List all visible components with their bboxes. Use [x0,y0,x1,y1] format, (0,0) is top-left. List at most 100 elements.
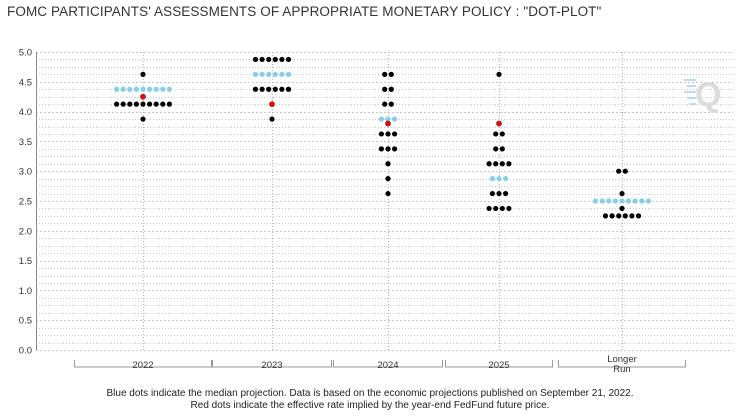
median-dot [626,198,632,204]
participant-dot [619,190,625,197]
participant-dot [160,101,166,107]
participant-dot [114,101,120,107]
participant-dot [619,205,625,212]
median-dot [114,86,120,92]
y-tick-label: 1.5 [19,256,32,267]
footnote-line-2: Red dots indicate the effective rate imp… [190,400,550,411]
participant-dot [272,56,278,63]
participant-dot [388,86,394,92]
y-tick-label: 2.0 [19,226,32,237]
participant-dot [378,131,384,137]
y-tick-label: 0.5 [19,316,32,327]
participant-dot [499,205,505,212]
participant-dot [493,161,499,167]
median-dot [489,176,495,182]
category-bracket [74,360,212,368]
participant-dot [120,101,126,107]
participant-dot [499,146,505,152]
median-dot [385,116,391,122]
median-dot [632,198,638,204]
participant-dot [392,131,398,137]
participant-dot [388,71,394,77]
x-tick-label: Run [613,364,630,375]
participant-dot [622,213,628,219]
median-dot [133,86,139,92]
median-dot [166,86,172,92]
median-dot [378,116,384,122]
participant-dot [392,146,398,152]
median-dot [153,86,159,92]
participant-dot [493,146,499,152]
participant-dot [285,56,292,63]
median-dot [503,176,509,182]
participant-dot [153,101,159,107]
participant-dot [266,86,272,92]
category-bracket [333,360,443,368]
futures-dot [385,120,391,127]
participant-dot [622,168,628,174]
median-dot [252,71,259,77]
y-tick-label: 4.5 [19,77,32,88]
footnote-line-1: Blue dots indicate the median projection… [106,388,634,399]
participant-dot [272,86,278,92]
y-tick-label: 2.5 [19,197,32,208]
category-bracket [212,360,332,368]
participant-dot [629,213,635,219]
median-dot [147,86,153,92]
x-tick-label: 2025 [488,360,509,371]
median-dot [599,198,605,204]
x-tick-label: 2022 [132,360,153,371]
logo-q-icon: Q [684,66,724,125]
median-dot [127,86,133,92]
participant-dot [602,213,609,219]
median-dot [645,198,652,204]
participant-dot [279,86,285,92]
participant-dot [499,131,505,137]
median-dot [279,71,285,77]
chart-title: FOMC PARTICIPANTS' ASSESSMENTS OF APPROP… [7,4,602,19]
participant-dot [140,71,146,77]
participant-dot [133,101,139,107]
median-dot [266,71,272,77]
participant-dot [140,116,146,122]
y-tick-label: 1.0 [19,286,32,297]
participant-dot [382,101,388,107]
median-dot [140,86,146,92]
participant-dot [285,86,292,92]
participant-dot [493,131,499,137]
participant-dot [496,190,502,197]
y-tick-label: 3.0 [19,167,32,178]
participant-dot [635,213,642,219]
participant-dot [385,190,391,197]
participant-dot [279,56,285,63]
participant-dot [269,116,275,122]
participant-dot [616,168,622,174]
participant-dot [252,56,259,63]
category-bracket [445,360,553,368]
participant-dot [385,176,391,182]
participant-dot [489,190,495,197]
median-dot [639,198,645,204]
futures-dot [496,120,502,127]
y-tick-label: 0.0 [19,346,32,357]
participant-dot [385,146,391,152]
y-tick-label: 5.0 [19,48,32,59]
participant-dot [266,56,272,63]
participant-dot [486,205,492,212]
median-dot [285,71,292,77]
participant-dot [385,161,391,167]
participant-dot [252,86,259,92]
median-dot [593,198,599,204]
futures-dot [269,101,275,108]
participant-dot [382,71,388,77]
participant-dot [503,190,509,197]
participant-dot [147,101,153,107]
median-dot [496,176,502,182]
median-dot [619,198,625,204]
x-tick-label: 2024 [377,360,398,371]
participant-dot [378,146,384,152]
participant-dot [493,205,499,212]
x-tick-label: 2023 [261,360,282,371]
median-dot [606,198,612,204]
